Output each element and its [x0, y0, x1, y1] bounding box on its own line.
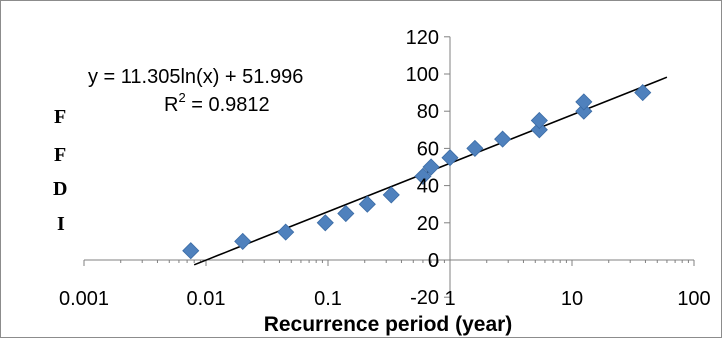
data-point-marker: [575, 102, 593, 120]
data-point-marker: [530, 111, 548, 130]
r-squared-label: R2 = 0.9812: [164, 90, 270, 116]
data-point-marker: [575, 93, 593, 111]
ylabel-letter-3: D: [53, 178, 67, 200]
ylabel-letter-4: I: [57, 213, 65, 235]
trendline-equation: y = 11.305ln(x) + 51.996: [88, 66, 303, 88]
axis-tick-labels: 0.001 0.01 0.1 1 10 100 -20 0 20 40 60 80 100 120: [59, 27, 711, 310]
data-point-marker: [337, 204, 355, 223]
r-squared-exponent: 2: [178, 90, 185, 105]
data-point-marker: [277, 223, 295, 241]
y-tick-label: -20: [410, 287, 439, 309]
data-point-marker: [530, 121, 548, 139]
data-point-marker: [441, 149, 459, 167]
y-tick-label: 80: [417, 101, 439, 123]
data-point-marker: [414, 167, 432, 185]
x-tick-label: 1: [444, 288, 455, 310]
x-tick-label: 100: [677, 288, 710, 310]
data-points: [182, 84, 652, 260]
data-point-marker: [382, 186, 400, 204]
r-squared-prefix: R: [164, 94, 178, 116]
x-axis-title: Recurrence period (year): [264, 313, 513, 336]
y-tick-label: 100: [406, 64, 439, 86]
data-point-marker: [466, 139, 484, 157]
data-point-marker: [358, 195, 376, 213]
ylabel-letter-2: F: [54, 144, 66, 166]
ylabel-letter-1: F: [54, 106, 66, 128]
y-tick-label: 0: [428, 250, 439, 272]
data-point-marker: [422, 158, 440, 176]
data-point-marker: [234, 232, 252, 250]
x-tick-label: 0.1: [314, 288, 342, 310]
x-tick-label: 10: [561, 288, 583, 310]
axes: [83, 36, 695, 298]
data-point-marker: [494, 130, 512, 148]
y-tick-label: 60: [417, 138, 439, 160]
y-tick-label: 40: [417, 176, 439, 198]
data-point-marker: [182, 242, 200, 260]
r-squared-value: = 0.9812: [186, 94, 270, 116]
y-tick-label: 20: [417, 213, 439, 235]
data-point-marker: [316, 214, 334, 232]
y-tick-label: 120: [406, 27, 439, 49]
x-tick-label: 0.001: [59, 288, 109, 310]
x-tick-label: 0.01: [187, 288, 226, 310]
data-point-marker: [634, 84, 652, 102]
